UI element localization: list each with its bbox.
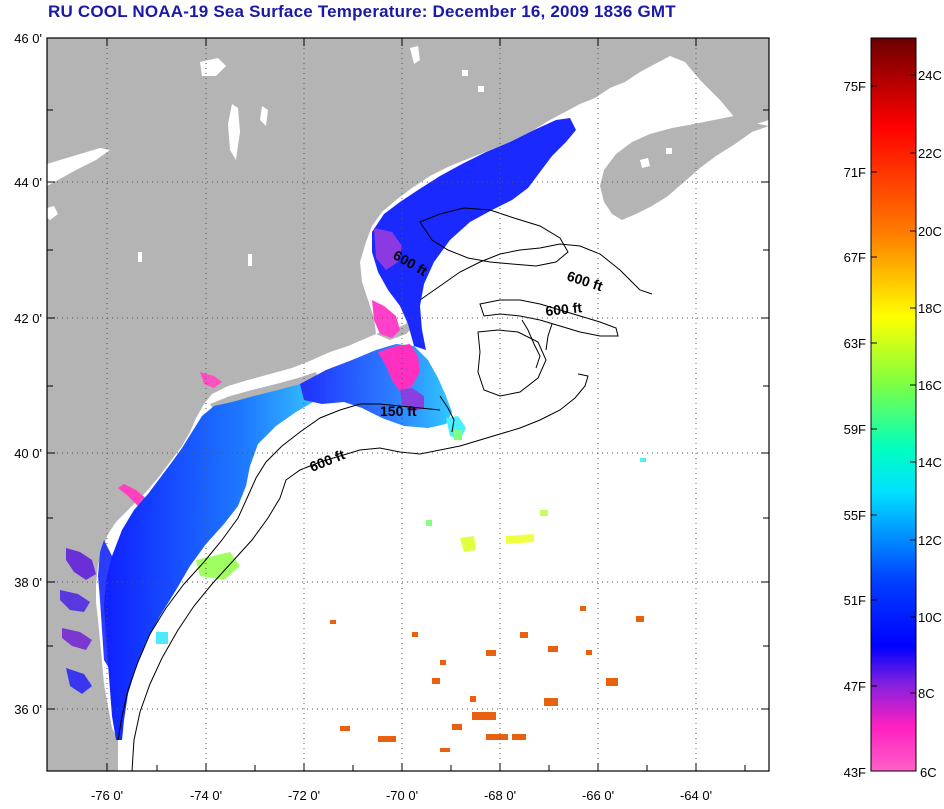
contour-label: 600 ft (545, 299, 583, 319)
axis-ticks (47, 37, 769, 771)
colorbar-f-label: 71F (844, 165, 866, 180)
colorbar-f-label: 75F (844, 79, 866, 94)
colorbar-f-label: 51F (844, 593, 866, 608)
lat-label: 36 0' (14, 702, 42, 717)
sst-nantucket-cold-patch (378, 344, 420, 392)
longitude-labels: -76 0' -74 0' -72 0' -70 0' -68 0' -66 0… (91, 788, 712, 803)
colorbar-f-label: 47F (844, 679, 866, 694)
lat-label: 46 0' (14, 31, 42, 46)
lon-label: -76 0' (91, 788, 123, 803)
colorbar-gradient (870, 37, 917, 772)
colorbar-f-label: 55F (844, 508, 866, 523)
land-us-northeast (47, 38, 769, 771)
colorbar-f-label: 67F (844, 250, 866, 265)
sst-gulf-of-maine (372, 118, 576, 350)
colorbar-f-label: 59F (844, 422, 866, 437)
colorbar-ticks (871, 74, 916, 694)
lon-label: -70 0' (386, 788, 418, 803)
lon-label: -74 0' (190, 788, 222, 803)
colorbar-c-label: 20C (918, 224, 942, 239)
colorbar-c-label: 12C (918, 533, 942, 548)
colorbar-c-label: 16C (918, 378, 942, 393)
sst-gulf-stream-pixels (330, 606, 644, 752)
contour-150ft-shelf (117, 403, 441, 741)
map-grid (47, 38, 769, 771)
land-long-island (210, 372, 318, 410)
lon-label: -66 0' (582, 788, 614, 803)
map-title: RU COOL NOAA-19 Sea Surface Temperature:… (48, 2, 676, 21)
colorbar-f-label: 43F (844, 765, 866, 780)
contour-600ft-gulf-maine (419, 243, 653, 301)
inland-lakes (47, 46, 672, 266)
lat-label: 40 0' (14, 446, 42, 461)
lat-label: 44 0' (14, 175, 42, 190)
lon-label: -64 0' (680, 788, 712, 803)
land-nova-scotia (600, 116, 769, 220)
sst-massachusetts-bay (372, 300, 400, 338)
land-cape-cod (376, 292, 420, 340)
contour-georges-bank-shoal (477, 329, 547, 397)
lat-label: 38 0' (14, 575, 42, 590)
bathymetry-contours (117, 207, 653, 771)
lon-label: -72 0' (288, 788, 320, 803)
lon-label: -68 0' (484, 788, 516, 803)
colorbar: 75F 71F 67F 63F 59F 55F 51F 47F 43F 24C … (844, 37, 942, 780)
map-layers (47, 38, 769, 771)
contour-600ft-shelf-break (131, 373, 589, 771)
latitude-labels: 46 0' 44 0' 42 0' 40 0' 38 0' 36 0' (14, 31, 42, 717)
sst-nantucket-violet (400, 388, 424, 412)
contour-label: 150 ft (380, 403, 417, 419)
sst-nearshore-band (104, 372, 342, 740)
colorbar-fahrenheit-labels: 75F 71F 67F 63F 59F 55F 51F 47F 43F (844, 79, 866, 780)
contour-gulf-maine-basin (419, 207, 569, 267)
lat-label: 42 0' (14, 311, 42, 326)
sst-gulf-of-maine-violet (374, 228, 402, 270)
colorbar-c-label: 6C (920, 765, 937, 780)
colorbar-c-label: 8C (918, 686, 935, 701)
colorbar-c-label: 24C (918, 68, 942, 83)
colorbar-c-label: 18C (918, 301, 942, 316)
contour-600ft-georges (479, 299, 619, 337)
colorbar-c-label: 14C (918, 455, 942, 470)
map-frame (46, 37, 770, 772)
colorbar-f-label: 63F (844, 336, 866, 351)
colorbar-celsius-labels: 24C 22C 20C 18C 16C 14C 12C 10C 8C 6C (918, 68, 942, 780)
colorbar-c-label: 10C (918, 610, 942, 625)
colorbar-c-label: 22C (918, 146, 942, 161)
